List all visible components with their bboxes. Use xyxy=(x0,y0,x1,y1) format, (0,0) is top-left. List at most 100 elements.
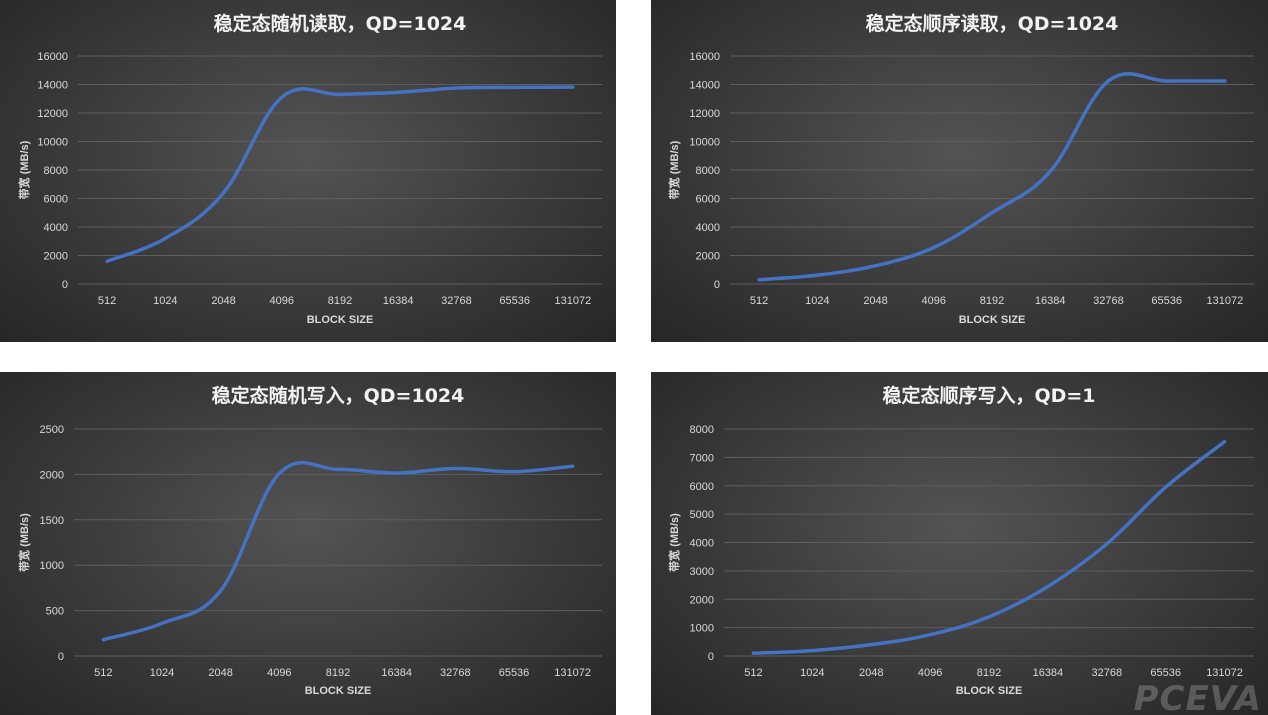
data-point xyxy=(869,643,873,647)
y-tick-label: 0 xyxy=(714,279,720,291)
y-tick-label: 6000 xyxy=(690,481,714,493)
x-tick-label: 4096 xyxy=(267,667,291,679)
data-point xyxy=(1223,440,1227,444)
series-line xyxy=(757,71,1227,282)
chart-title: 稳定态随机读取，QD=1024 xyxy=(214,12,467,35)
data-point xyxy=(1046,584,1050,588)
data-point xyxy=(987,615,991,619)
y-tick-label: 16000 xyxy=(689,51,720,63)
data-point xyxy=(571,85,575,89)
data-point xyxy=(277,471,281,475)
x-tick-label: 16384 xyxy=(1033,667,1064,679)
x-tick-label: 131072 xyxy=(554,667,591,679)
data-point xyxy=(1165,79,1169,83)
chart-panel-sequential-write: 稳定态顺序写入，QD=1 0 1000 2000 3000 4000 5000 6000 700… xyxy=(651,372,1268,715)
y-tick-label: 12000 xyxy=(689,108,720,120)
data-point xyxy=(396,90,400,94)
chart-random-read: 稳定态随机读取，QD=1024 0 2000 4000 6000 8000 10000 120… xyxy=(17,12,602,326)
data-point xyxy=(874,264,878,268)
y-tick-label: 4000 xyxy=(44,222,68,234)
y-tick-label: 14000 xyxy=(37,80,68,92)
x-tick-label: 2048 xyxy=(208,667,232,679)
data-point xyxy=(222,191,226,195)
x-tick-label: 32768 xyxy=(1091,667,1122,679)
chart-title: 稳定态顺序读取，QD=1024 xyxy=(866,12,1119,35)
x-tick-label: 32768 xyxy=(441,295,472,307)
y-axis-title: 带宽 (MB/s) xyxy=(17,513,31,572)
y-axis-title: 带宽 (MB/s) xyxy=(667,513,681,572)
chart-sequential-write: 稳定态顺序写入，QD=1 0 1000 2000 3000 4000 5000 6000 700… xyxy=(667,384,1254,697)
data-point xyxy=(1106,79,1110,83)
data-point xyxy=(512,470,516,474)
x-tick-label: 1024 xyxy=(150,667,174,679)
x-tick-label: 16384 xyxy=(1035,295,1066,307)
x-tick-label: 4096 xyxy=(918,667,942,679)
data-point xyxy=(571,464,575,468)
x-tick-label: 1024 xyxy=(805,295,829,307)
x-tick-label: 2048 xyxy=(863,295,887,307)
y-tick-label: 500 xyxy=(46,606,64,618)
y-tick-label: 14000 xyxy=(689,80,720,92)
y-tick-label: 10000 xyxy=(689,137,720,149)
x-tick-label: 32768 xyxy=(1093,295,1124,307)
data-point xyxy=(990,211,994,215)
y-axis-title: 带宽 (MB/s) xyxy=(17,140,31,199)
data-point xyxy=(395,471,399,475)
x-tick-label: 512 xyxy=(94,667,112,679)
y-tick-label: 8000 xyxy=(696,165,720,177)
y-tick-label: 7000 xyxy=(690,452,714,464)
y-tick-label: 8000 xyxy=(44,165,68,177)
x-tick-label: 2048 xyxy=(211,295,235,307)
chart-title: 稳定态随机写入，QD=1024 xyxy=(212,384,465,407)
y-tick-label: 0 xyxy=(708,651,714,663)
x-tick-label: 65536 xyxy=(499,667,530,679)
x-tick-label: 1024 xyxy=(800,667,824,679)
x-tick-label: 65536 xyxy=(1151,295,1182,307)
data-point xyxy=(815,273,819,277)
data-point xyxy=(513,85,517,89)
x-axis-title: BLOCK SIZE xyxy=(305,685,372,697)
y-tick-label: 4000 xyxy=(696,222,720,234)
y-tick-label: 12000 xyxy=(37,108,68,120)
data-point xyxy=(928,633,932,637)
x-axis-title: BLOCK SIZE xyxy=(307,314,374,326)
data-point xyxy=(751,651,755,655)
y-tick-label: 16000 xyxy=(37,51,68,63)
y-tick-label: 1000 xyxy=(40,560,64,572)
y-axis-title: 带宽 (MB/s) xyxy=(667,140,681,199)
data-point xyxy=(1048,169,1052,173)
y-tick-label: 0 xyxy=(62,279,68,291)
data-point xyxy=(757,278,761,282)
y-tick-label: 8000 xyxy=(690,424,714,436)
data-point xyxy=(280,95,284,99)
x-axis-title: BLOCK SIZE xyxy=(959,314,1026,326)
x-tick-label: 65536 xyxy=(499,295,530,307)
x-tick-label: 512 xyxy=(750,295,768,307)
watermark-logo: PCEVA xyxy=(1133,679,1262,715)
y-tick-label: 3000 xyxy=(690,566,714,578)
x-tick-label: 8192 xyxy=(980,295,1004,307)
x-tick-label: 65536 xyxy=(1150,667,1181,679)
y-tick-label: 2000 xyxy=(690,594,714,606)
chart-panel-sequential-read: 稳定态顺序读取，QD=1024 0 2000 4000 6000 8000 10000 120… xyxy=(651,0,1268,342)
data-point xyxy=(1105,542,1109,546)
chart-title: 稳定态顺序写入，QD=1 xyxy=(882,384,1095,407)
x-tick-label: 2048 xyxy=(859,667,883,679)
y-tick-label: 1500 xyxy=(40,515,64,527)
y-tick-label: 1000 xyxy=(690,623,714,635)
x-tick-label: 131072 xyxy=(555,295,592,307)
x-tick-label: 8192 xyxy=(328,295,352,307)
y-tick-label: 2000 xyxy=(40,469,64,481)
data-point xyxy=(810,649,814,653)
data-point xyxy=(1164,485,1168,489)
x-tick-label: 512 xyxy=(744,667,762,679)
y-tick-label: 5000 xyxy=(690,509,714,521)
x-tick-label: 131072 xyxy=(1206,667,1243,679)
y-tick-label: 0 xyxy=(58,651,64,663)
data-point xyxy=(454,86,458,90)
chart-sequential-read: 稳定态顺序读取，QD=1024 0 2000 4000 6000 8000 10000 120… xyxy=(667,12,1254,326)
chart-panel-random-read: 稳定态随机读取，QD=1024 0 2000 4000 6000 8000 10000 120… xyxy=(0,0,616,342)
data-point xyxy=(338,92,342,96)
y-tick-label: 6000 xyxy=(44,194,68,206)
data-point xyxy=(336,467,340,471)
